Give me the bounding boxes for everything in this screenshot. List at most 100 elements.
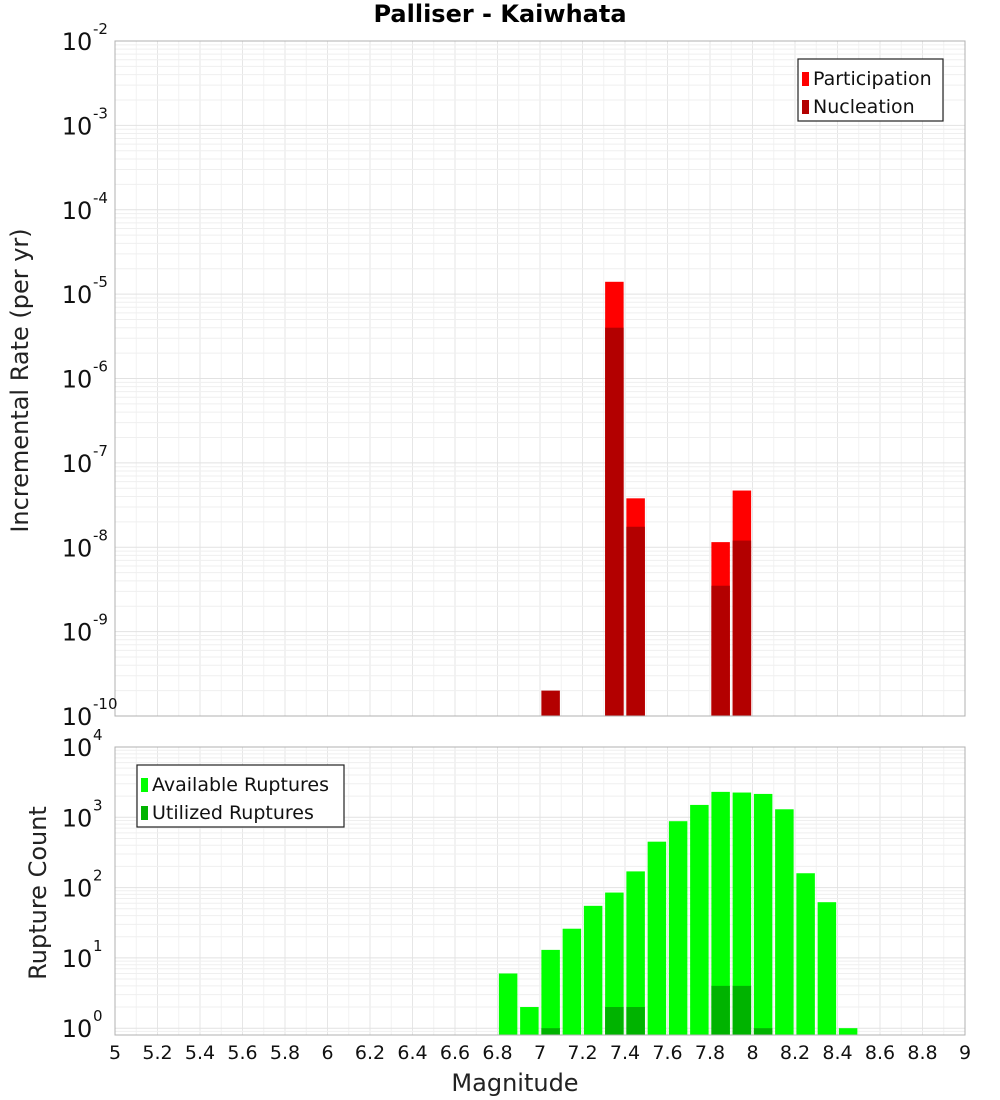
bar-series-2 bbox=[732, 540, 752, 716]
y-tick-label: 10 bbox=[62, 945, 93, 973]
x-tick-label: 8.8 bbox=[907, 1042, 937, 1064]
bar-series-1 bbox=[690, 804, 709, 1035]
x-tick-label: 7 bbox=[534, 1042, 546, 1064]
x-tick-label: 5.8 bbox=[270, 1042, 300, 1064]
bottom-y-axis-label: Rupture Count bbox=[24, 806, 52, 980]
bar-series-2 bbox=[753, 1028, 773, 1035]
x-tick-label: 7.4 bbox=[610, 1042, 640, 1064]
legend-label: Participation bbox=[813, 68, 932, 90]
y-tick-label: 10 bbox=[62, 112, 93, 140]
bar-series-1 bbox=[605, 892, 624, 1035]
x-tick-label: 7.8 bbox=[695, 1042, 725, 1064]
x-tick-label: 9 bbox=[959, 1042, 971, 1064]
y-tick-exponent: 3 bbox=[93, 796, 103, 814]
y-tick-exponent: -4 bbox=[93, 189, 108, 207]
chart-title: Palliser - Kaiwhata bbox=[373, 0, 626, 28]
bar-series-1 bbox=[562, 928, 582, 1035]
bar-series-2 bbox=[605, 1007, 624, 1035]
x-axis-label: Magnitude bbox=[451, 1069, 578, 1097]
legend-label: Available Ruptures bbox=[152, 774, 329, 796]
bar-series-1 bbox=[583, 905, 603, 1035]
bar-series-1 bbox=[498, 973, 518, 1035]
x-tick-label: 6.2 bbox=[355, 1042, 385, 1064]
y-tick-exponent: -5 bbox=[93, 273, 108, 291]
y-tick-label: 10 bbox=[62, 450, 93, 478]
y-tick-label: 10 bbox=[62, 875, 93, 903]
legend-swatch bbox=[141, 806, 148, 820]
y-tick-label: 10 bbox=[62, 1015, 93, 1043]
y-tick-label: 10 bbox=[62, 734, 93, 762]
bar-series-1 bbox=[817, 902, 837, 1035]
legend-swatch bbox=[802, 72, 809, 86]
x-tick-label: 6 bbox=[321, 1042, 333, 1064]
bar-series-2 bbox=[626, 526, 645, 716]
x-tick-label: 5.4 bbox=[185, 1042, 215, 1064]
y-tick-label: 10 bbox=[62, 28, 93, 56]
bar-series-1 bbox=[711, 791, 730, 1035]
y-tick-exponent: -8 bbox=[93, 526, 108, 544]
bottom-bars bbox=[498, 791, 858, 1035]
bar-series-2 bbox=[711, 585, 730, 716]
x-tick-label: 7.6 bbox=[652, 1042, 682, 1064]
bar-series-2 bbox=[541, 1028, 560, 1035]
y-tick-label: 10 bbox=[62, 703, 93, 731]
x-tick-label: 7.2 bbox=[567, 1042, 597, 1064]
x-tick-label: 8.6 bbox=[865, 1042, 895, 1064]
x-tick-label: 6.4 bbox=[397, 1042, 427, 1064]
bar-series-1 bbox=[838, 1028, 858, 1035]
y-tick-label: 10 bbox=[62, 366, 93, 394]
legend-label: Utilized Ruptures bbox=[152, 802, 314, 824]
bar-series-2 bbox=[626, 1007, 645, 1035]
bar-series-2 bbox=[732, 985, 752, 1035]
y-tick-exponent: 4 bbox=[93, 726, 103, 744]
y-tick-label: 10 bbox=[62, 534, 93, 562]
y-tick-exponent: -2 bbox=[93, 20, 108, 38]
y-tick-exponent: -7 bbox=[93, 442, 108, 460]
legend-swatch bbox=[802, 100, 809, 114]
bottom-legend: Available Ruptures Utilized Ruptures bbox=[136, 764, 345, 828]
bar-series-1 bbox=[626, 871, 645, 1035]
bar-series-2 bbox=[711, 985, 730, 1035]
y-tick-exponent: 0 bbox=[93, 1007, 103, 1025]
x-tick-label: 6.6 bbox=[440, 1042, 470, 1064]
bar-series-1 bbox=[775, 809, 794, 1035]
x-tick-label: 5 bbox=[109, 1042, 121, 1064]
bar-series-2 bbox=[605, 327, 624, 716]
legend-label: Nucleation bbox=[813, 96, 915, 118]
x-tick-label: 5.6 bbox=[227, 1042, 257, 1064]
y-tick-exponent: -3 bbox=[93, 104, 108, 122]
x-tick-labels: 5 5.2 5.4 5.6 5.8 6 6.2 6.4 6.6 6.8 7 7.2 7.4 7.6 7.8 8… bbox=[109, 1042, 971, 1064]
y-tick-label: 10 bbox=[62, 804, 93, 832]
x-tick-label: 5.2 bbox=[142, 1042, 172, 1064]
y-tick-exponent: 2 bbox=[93, 867, 103, 885]
legend-box bbox=[797, 58, 944, 122]
legend-swatch bbox=[141, 778, 148, 792]
bar-series-1 bbox=[541, 949, 560, 1035]
top-plot-frame bbox=[114, 40, 966, 717]
x-tick-label: 6.8 bbox=[482, 1042, 512, 1064]
top-y-axis-label: Incremental Rate (per yr) bbox=[6, 228, 34, 532]
y-tick-exponent: -9 bbox=[93, 611, 108, 629]
y-tick-label: 10 bbox=[62, 619, 93, 647]
bar-series-1 bbox=[796, 873, 815, 1035]
bottom-plot-frame bbox=[114, 746, 966, 1036]
x-tick-label: 8 bbox=[746, 1042, 758, 1064]
y-tick-label: 10 bbox=[62, 281, 93, 309]
bar-series-1 bbox=[668, 821, 688, 1035]
x-tick-label: 8.2 bbox=[780, 1042, 810, 1064]
x-tick-label: 8.4 bbox=[822, 1042, 852, 1064]
legend-box bbox=[136, 764, 345, 828]
y-tick-exponent: 1 bbox=[93, 937, 103, 955]
bar-series-1 bbox=[520, 1007, 539, 1035]
y-tick-label: 10 bbox=[62, 197, 93, 225]
y-tick-exponent: -10 bbox=[93, 695, 118, 713]
top-bars bbox=[541, 281, 752, 716]
bar-series-1 bbox=[647, 841, 667, 1035]
bar-series-1 bbox=[753, 793, 773, 1035]
y-tick-exponent: -6 bbox=[93, 358, 108, 376]
top-gridlines bbox=[114, 40, 966, 717]
